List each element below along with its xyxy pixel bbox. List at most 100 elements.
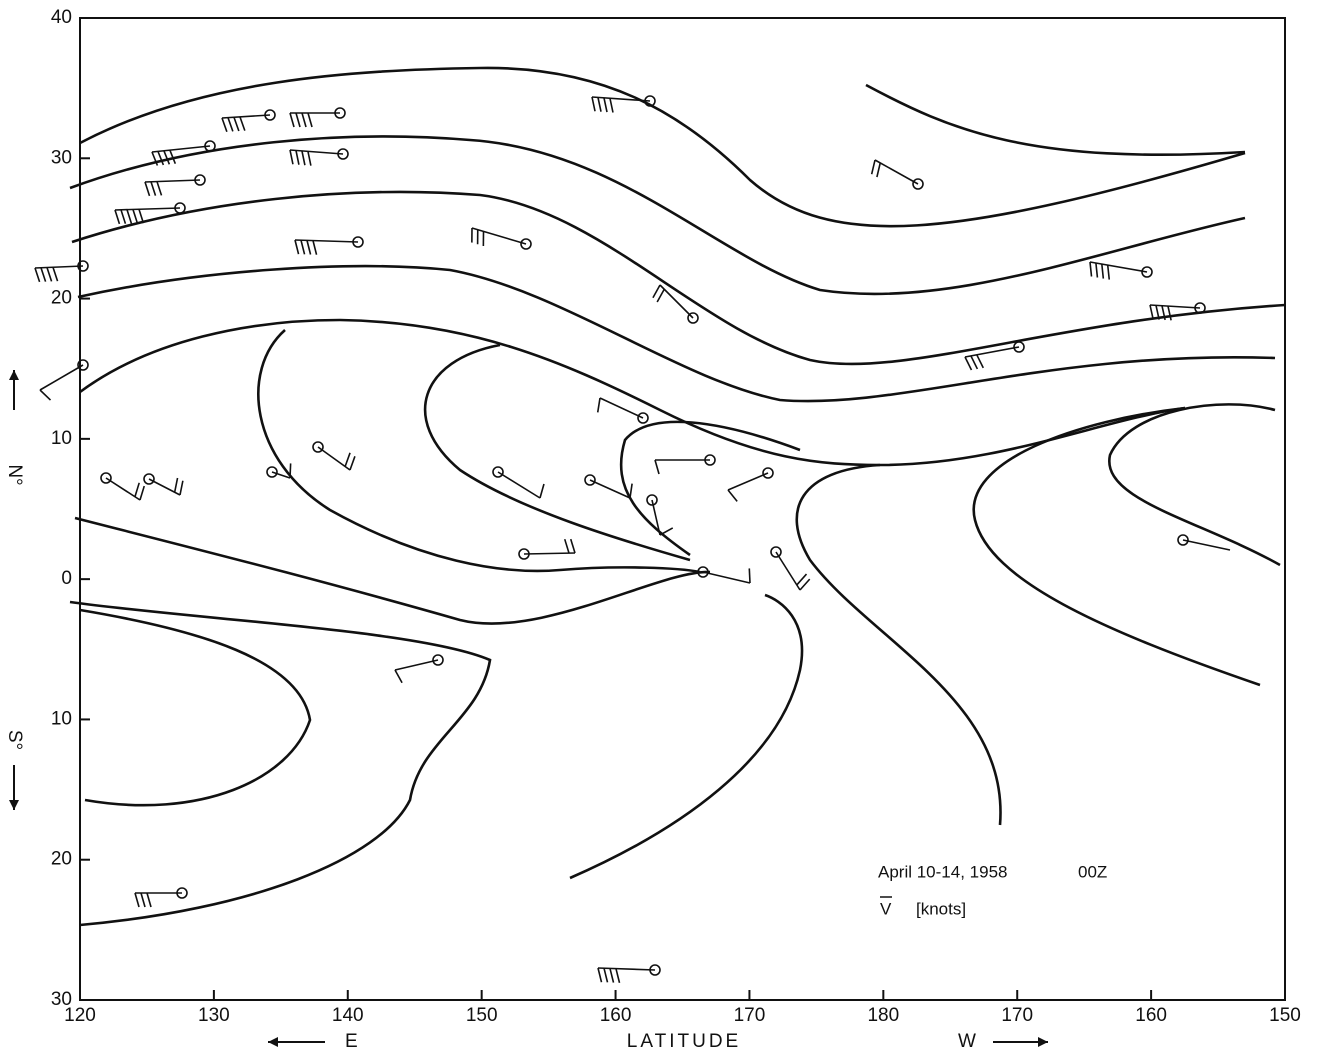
wind-barb [221,109,276,132]
wind-barb [1149,302,1206,321]
barb-feather [289,149,294,165]
barb-feather [239,116,246,131]
wind-barb [597,964,661,983]
barb-shaft [589,479,631,499]
barb-feather [597,97,602,112]
wind-barb [697,566,751,584]
barb-feather [976,354,984,369]
wind-barb [596,397,649,424]
y-tick-label: 30 [51,147,72,168]
barb-shaft [1089,261,1148,273]
barb-feather [591,96,596,112]
wind-barb [294,236,364,255]
barb-feather [344,452,351,467]
annotation-units: [knots] [916,899,966,918]
x-tick-label: 120 [64,1005,96,1026]
wind-barb [770,546,811,591]
wind-barb [492,466,545,499]
barb-feather [294,239,300,255]
barb-feather [132,209,139,224]
station [143,473,155,485]
station [770,546,782,558]
barb-feather [659,527,674,536]
barb-feather [1095,262,1099,278]
x-tick-label: 170 [1001,1005,1033,1026]
wind-barb [646,494,674,536]
barb-shaft [317,446,351,471]
y-tick-label: 40 [51,7,72,28]
barb-feather [300,239,306,255]
barb-shaft [289,149,344,155]
barb-feather [289,463,292,479]
station [432,654,444,666]
barb-feather [656,288,665,303]
north-label: N° [4,464,25,485]
barb-feather [295,112,301,128]
station [1013,341,1025,353]
barb-feather [629,483,633,499]
wind-barb [289,148,349,166]
y-tick-label: 20 [51,849,72,870]
x-tick-label: 140 [332,1005,364,1026]
y-tick-label: 10 [51,428,72,449]
barb-feather [654,459,660,475]
barb-feather [603,97,608,113]
wind-barb [727,467,774,502]
barb-feather [964,356,973,371]
barb-feather [609,98,614,113]
axis-ticks: 120 130 140 150 160 170 180 170 160 150 40 30 20 10 0 1… [51,7,1301,1026]
wind-barb [518,538,576,560]
barb-shaft [151,145,211,153]
barb-feather [39,389,52,401]
barb-feather [1089,261,1093,277]
barb-feather [652,284,661,299]
barb-feather [596,397,601,413]
x-tick-label: 170 [734,1005,766,1026]
wind-barb [143,473,184,496]
barb-feather [307,151,312,166]
barb-feather [140,892,146,908]
wind-barb [144,174,206,197]
barb-feather [146,892,152,908]
wind-barb [964,341,1025,371]
wind-barb [870,159,924,190]
station [1177,534,1189,546]
barb-feather [563,538,570,554]
map-frame [79,17,1286,1001]
west-label: W [958,1031,976,1052]
station [77,359,89,371]
barb-feather [870,159,876,175]
barb-feather [603,968,609,983]
x-tick-label: 130 [198,1005,230,1026]
station [762,467,774,479]
barb-shaft [591,96,651,102]
barb-feather [114,209,121,225]
barb-feather [163,150,171,165]
barb-shaft [651,499,661,536]
station [100,472,112,484]
north-arrowhead [9,370,19,380]
wind-barb [312,441,356,471]
barb-feather [173,477,179,493]
barb-shaft [497,471,541,499]
east-label: E [345,1031,358,1052]
barb-feather [748,568,751,584]
barb-feather [306,240,312,255]
barb-shaft [271,471,291,479]
wind-barb [289,107,346,128]
barb-shaft [471,227,527,245]
west-arrowhead [1038,1037,1048,1047]
y-tick-label: 10 [51,708,72,729]
barb-feather [134,482,140,497]
barb-feather [34,267,41,283]
wind-barb [584,474,633,499]
barb-feather [1161,305,1166,321]
wind-barb [1177,534,1231,551]
barb-feather [139,485,146,501]
south-label: S° [4,730,25,750]
barb-shaft [294,239,359,243]
barb-feather [1155,305,1160,320]
station [912,178,924,190]
barb-feather [169,149,177,164]
